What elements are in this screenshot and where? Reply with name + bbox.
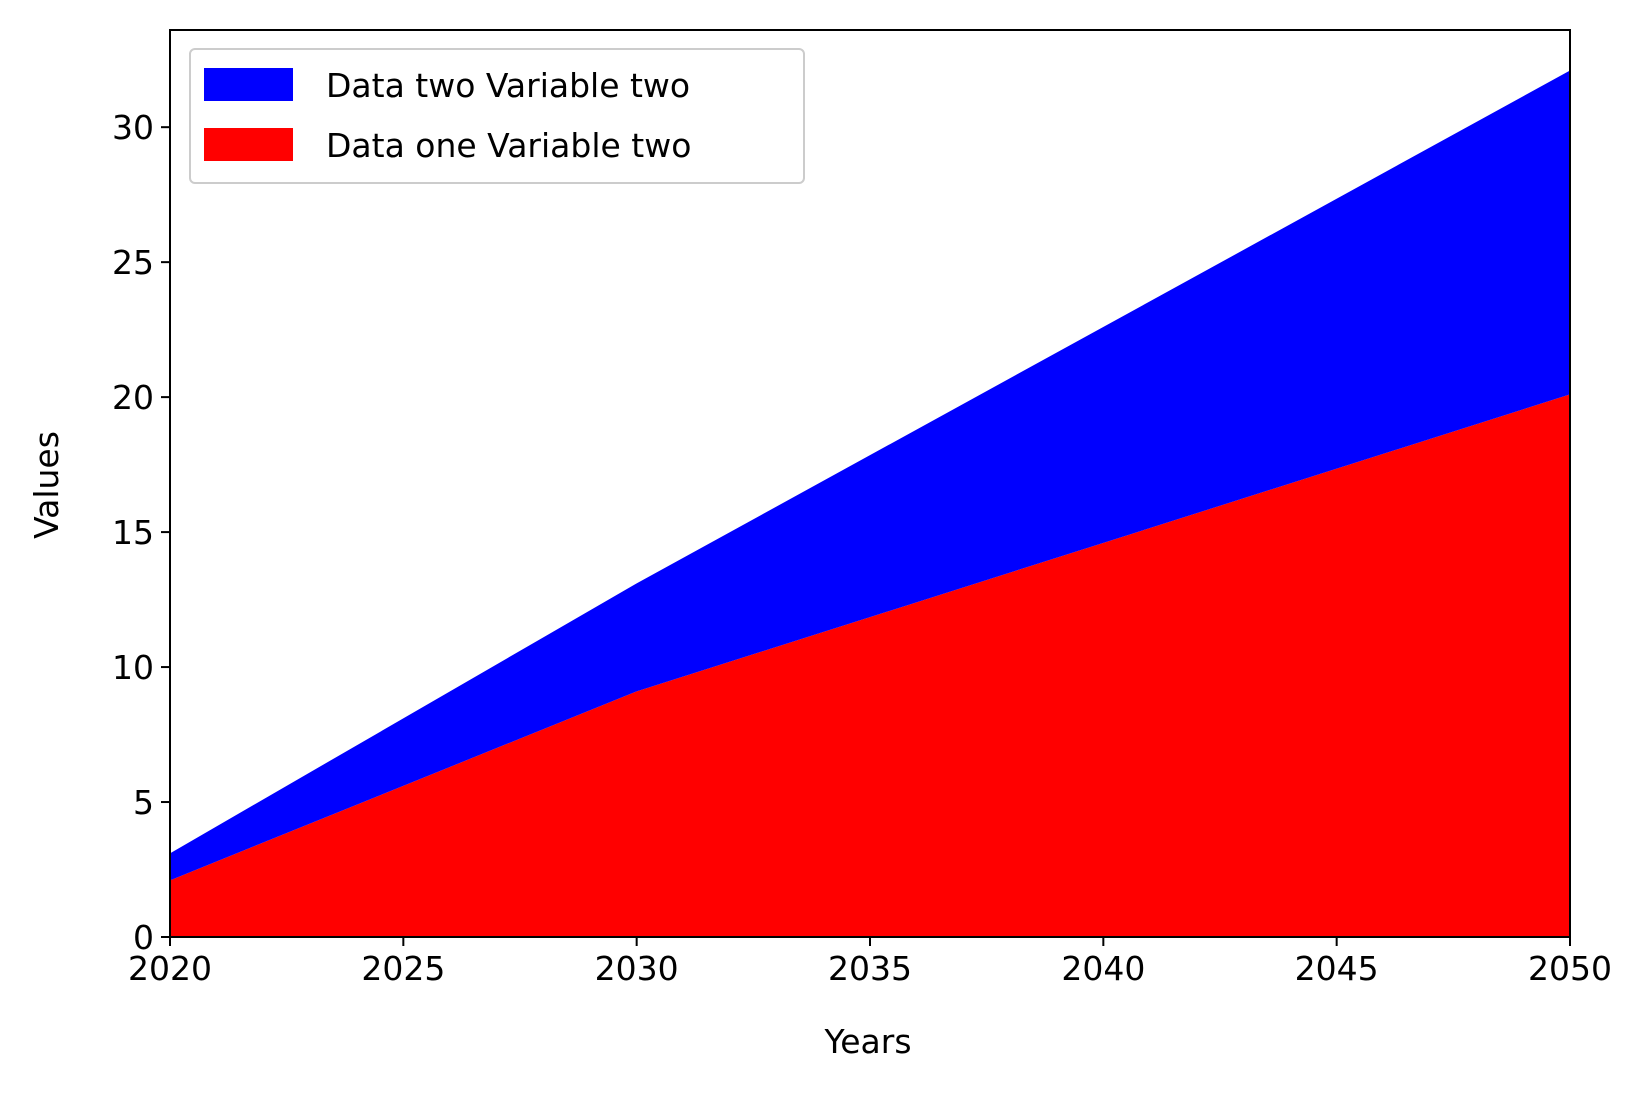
legend-box bbox=[189, 48, 805, 184]
y-tick-label: 0 bbox=[133, 918, 154, 957]
x-axis-label: Years bbox=[823, 1022, 911, 1061]
y-tick-label: 20 bbox=[112, 378, 154, 417]
y-tick-label: 10 bbox=[112, 648, 154, 687]
x-tick-label: 2050 bbox=[1528, 949, 1612, 988]
x-tick-label: 2020 bbox=[128, 949, 212, 988]
y-tick-label: 5 bbox=[133, 783, 154, 822]
legend-label-2: Data one Variable two bbox=[326, 126, 691, 165]
x-tick-label: 2035 bbox=[828, 949, 912, 988]
legend-swatch-1 bbox=[204, 68, 293, 101]
y-tick-label: 30 bbox=[112, 108, 154, 147]
x-tick-label: 2025 bbox=[361, 949, 445, 988]
y-tick-label: 15 bbox=[112, 513, 154, 552]
area-series-1 bbox=[170, 394, 1570, 937]
area-series-2 bbox=[170, 70, 1570, 881]
legend-label-1: Data two Variable two bbox=[326, 66, 690, 105]
legend-swatch-2 bbox=[204, 128, 293, 161]
areas-layer bbox=[170, 70, 1570, 937]
y-tick-label: 25 bbox=[112, 243, 154, 282]
x-tick-label: 2030 bbox=[595, 949, 679, 988]
x-tick-label: 2045 bbox=[1295, 949, 1379, 988]
legend: Data two Variable two Data one Variable t… bbox=[189, 48, 805, 184]
y-axis-label: Values bbox=[27, 431, 66, 539]
x-tick-label: 2040 bbox=[1061, 949, 1145, 988]
